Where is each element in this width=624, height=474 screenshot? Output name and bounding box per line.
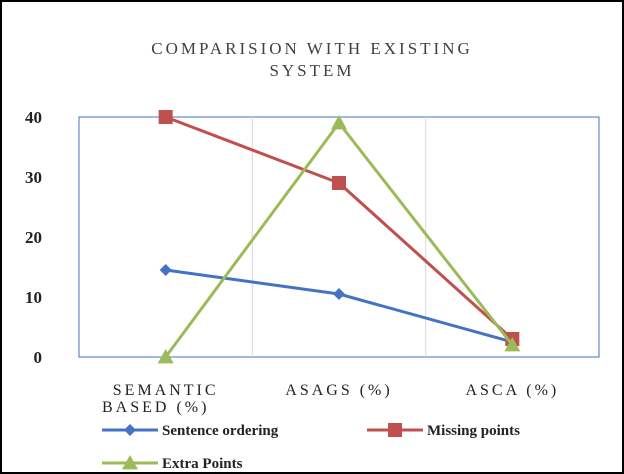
- y-tick-label: 20: [25, 228, 42, 247]
- y-tick-label: 30: [25, 168, 42, 187]
- legend-item-sentence-ordering: Sentence ordering: [102, 423, 279, 439]
- x-tick-label: ASAGS (%): [285, 382, 392, 399]
- series-sentence-ordering: [159, 264, 519, 348]
- data-point-extra-points: [504, 337, 521, 352]
- legend-item-missing-points: Missing points: [367, 423, 520, 439]
- legend: Sentence ordering Missing points Extra Poi…: [102, 423, 520, 472]
- legend-item-extra-points: Extra Points: [102, 455, 243, 472]
- legend-label: Sentence ordering: [162, 423, 279, 439]
- x-tick-label: ASCA (%): [465, 382, 559, 399]
- series-line-missing-points: [165, 115, 514, 341]
- series-line-extra-points: [164, 121, 514, 358]
- chart-title-line: COMPARISION WITH EXISTING: [151, 39, 473, 58]
- legend-marker: [122, 455, 138, 470]
- y-tick-label: 10: [25, 288, 42, 307]
- chart-title: COMPARISION WITH EXISTING SYSTEM: [151, 39, 473, 80]
- data-point-missing-points: [158, 110, 173, 124]
- y-axis-ticks: 0 10 20 30 40: [25, 108, 42, 367]
- series-extra-points: [157, 115, 521, 364]
- chart-title-line: SYSTEM: [269, 61, 354, 80]
- x-tick-label: BASED (%): [102, 399, 209, 416]
- y-tick-label: 0: [34, 348, 43, 367]
- legend-label: Missing points: [427, 423, 520, 439]
- data-point-sentence-ordering: [159, 264, 172, 276]
- series-missing-points: [158, 110, 520, 346]
- legend-marker: [388, 423, 402, 437]
- data-point-extra-points: [331, 115, 347, 130]
- plot-area: [78, 116, 600, 358]
- x-tick-label: SEMANTIC: [113, 382, 219, 399]
- data-point-sentence-ordering: [333, 288, 345, 300]
- series-lines: [157, 110, 521, 364]
- legend-label: Extra Points: [162, 456, 243, 472]
- data-point-missing-points: [332, 176, 346, 190]
- legend-marker: [124, 424, 136, 436]
- y-tick-label: 40: [25, 108, 42, 127]
- data-point-extra-points: [157, 349, 174, 364]
